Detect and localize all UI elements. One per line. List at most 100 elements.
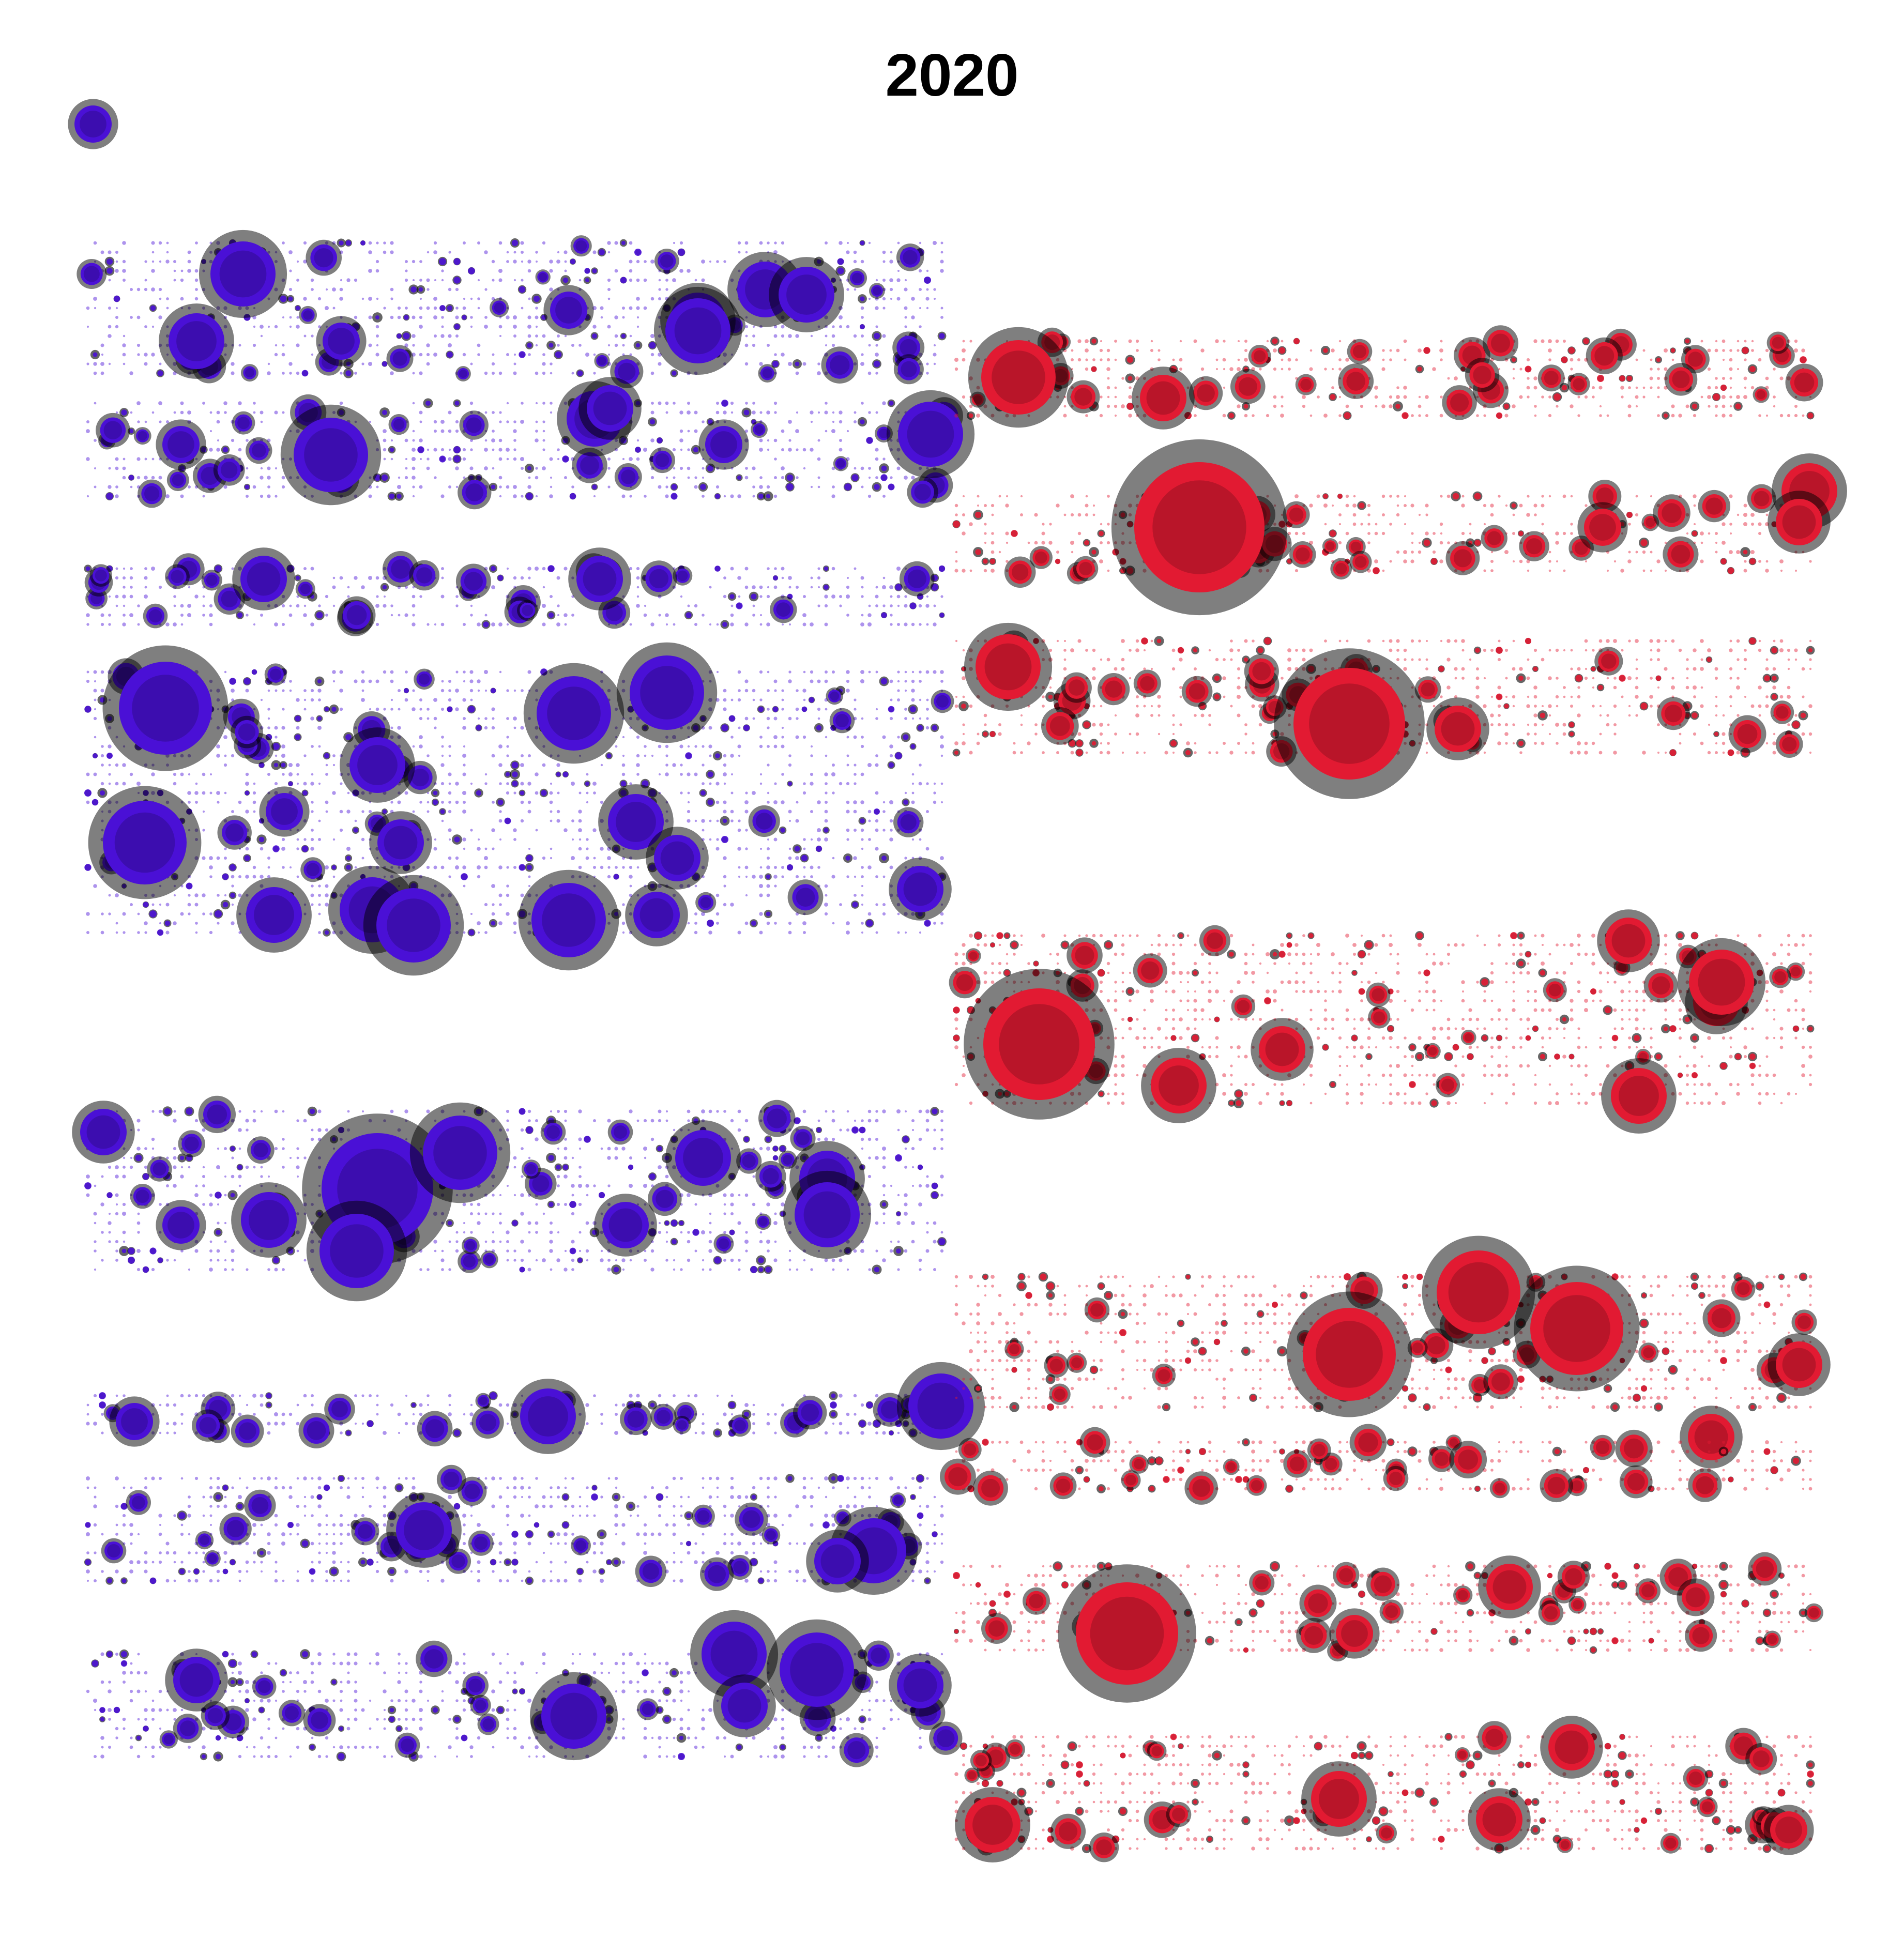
background-dot	[738, 251, 741, 254]
bubble-core	[754, 425, 764, 434]
background-dot	[896, 567, 901, 571]
background-dot	[867, 494, 872, 498]
background-dot	[469, 466, 474, 470]
bubble	[898, 402, 963, 467]
background-dot	[130, 567, 133, 570]
background-dot	[224, 894, 227, 897]
background-dot	[397, 306, 401, 310]
background-dot	[578, 838, 582, 841]
background-dot	[347, 791, 350, 795]
small-dot	[281, 762, 286, 768]
small-dot	[215, 565, 222, 572]
background-dot	[513, 448, 516, 451]
background-dot	[882, 297, 886, 301]
background-dot	[86, 679, 90, 683]
bubble-core	[616, 802, 656, 842]
background-dot	[549, 494, 553, 498]
background-dot	[557, 1184, 560, 1187]
background-dot	[513, 866, 516, 869]
bubble-core	[621, 469, 636, 484]
background-dot	[101, 745, 104, 748]
background-dot	[100, 371, 104, 375]
background-dot	[506, 567, 509, 570]
background-dot	[440, 429, 445, 433]
background-dot	[925, 847, 930, 851]
background-dot	[940, 1147, 943, 1150]
background-dot	[643, 278, 647, 282]
background-dot	[173, 1147, 177, 1151]
background-dot	[246, 467, 249, 470]
background-dot	[282, 411, 285, 414]
background-dot	[882, 604, 886, 607]
background-dot	[499, 1194, 501, 1196]
background-dot	[260, 420, 263, 423]
background-dot	[470, 1212, 473, 1215]
background-dot	[332, 791, 336, 795]
small-dot	[620, 781, 627, 787]
background-dot	[499, 335, 501, 337]
small-dot	[787, 864, 793, 871]
small-dot	[780, 828, 785, 833]
background-dot	[325, 1128, 329, 1132]
background-dot	[767, 344, 770, 347]
background-dot	[766, 716, 770, 721]
background-dot	[180, 494, 184, 498]
small-dot	[288, 296, 293, 301]
background-dot	[361, 670, 365, 674]
background-dot	[925, 1128, 930, 1132]
background-dot	[687, 604, 690, 607]
background-dot	[788, 576, 792, 580]
background-dot	[607, 856, 611, 860]
background-dot	[535, 1231, 538, 1234]
background-dot	[723, 495, 726, 498]
background-dot	[187, 259, 191, 264]
background-dot	[766, 410, 770, 415]
background-dot	[904, 476, 908, 480]
small-dot	[939, 333, 945, 339]
bubble	[618, 466, 638, 487]
background-dot	[173, 1184, 177, 1188]
background-dot	[173, 1165, 177, 1169]
background-dot	[759, 698, 763, 701]
background-dot	[882, 307, 886, 310]
background-dot	[513, 439, 516, 442]
background-dot	[470, 1203, 473, 1206]
background-dot	[245, 782, 249, 786]
background-dot	[180, 269, 184, 272]
bubble	[658, 252, 676, 270]
small-dot	[157, 370, 163, 376]
small-dot	[743, 725, 750, 731]
background-dot	[825, 344, 827, 346]
background-dot	[361, 689, 364, 692]
small-dot	[584, 1136, 591, 1143]
background-dot	[484, 717, 488, 720]
background-dot	[853, 735, 857, 739]
background-dot	[636, 297, 640, 301]
background-dot	[542, 567, 546, 571]
background-dot	[665, 411, 668, 414]
background-dot	[890, 614, 893, 617]
background-dot	[412, 372, 415, 375]
small-dot	[93, 352, 98, 357]
background-dot	[759, 438, 763, 442]
small-dot	[128, 1247, 135, 1255]
background-dot	[404, 438, 408, 442]
background-dot	[354, 679, 358, 683]
small-dot	[222, 447, 229, 453]
background-dot	[166, 307, 169, 310]
background-dot	[940, 1231, 943, 1234]
background-dot	[303, 782, 307, 786]
small-dot	[433, 790, 438, 796]
bubble-core	[269, 668, 282, 681]
background-dot	[781, 773, 784, 776]
background-dot	[854, 420, 857, 423]
background-dot	[817, 485, 820, 488]
small-dot	[924, 920, 931, 927]
background-dot	[267, 708, 270, 711]
background-dot	[824, 410, 828, 415]
small-dot	[216, 1230, 221, 1235]
background-dot	[404, 278, 408, 282]
background-dot	[318, 894, 321, 897]
background-dot	[831, 429, 835, 433]
background-dot	[774, 476, 777, 479]
